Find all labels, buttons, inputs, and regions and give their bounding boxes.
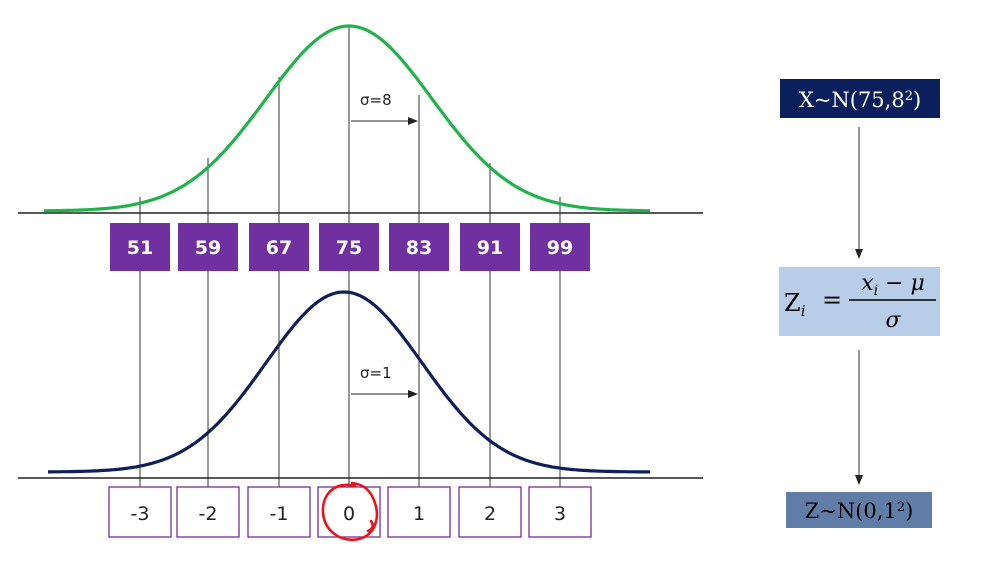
flow-top-box: X~N(75,82) bbox=[780, 79, 940, 118]
svg-text:xi − μ: xi − μ bbox=[861, 271, 925, 299]
flow-mid-equals: = bbox=[822, 286, 842, 314]
flow-bottom-box: Z~N(0,12) bbox=[786, 492, 932, 528]
top-value-box bbox=[178, 223, 238, 271]
bottom-value-label: 0 bbox=[343, 503, 355, 525]
bottom-value-label: -3 bbox=[131, 503, 150, 525]
bottom-normal-curve bbox=[48, 290, 650, 474]
flow-bottom-suffix: ) bbox=[905, 499, 913, 523]
flow-top-exponent: 2 bbox=[905, 89, 913, 104]
flow-top-prefix: X~N(75,8 bbox=[799, 88, 905, 112]
bottom-value-box bbox=[387, 486, 451, 538]
svg-text:Z~N(0,12): Z~N(0,12) bbox=[805, 499, 914, 523]
flow-mid-lhs: Z bbox=[784, 289, 801, 317]
svg-text:Zi: Zi bbox=[784, 289, 806, 320]
flow-bottom-exponent: 2 bbox=[897, 500, 905, 515]
top-value-label: 99 bbox=[547, 237, 573, 259]
top-value-label: 59 bbox=[195, 237, 221, 259]
bottom-sigma-label: σ=1 bbox=[360, 364, 392, 382]
flow-top-suffix: ) bbox=[913, 88, 921, 112]
bottom-value-label: 2 bbox=[484, 503, 496, 525]
top-value-label: 91 bbox=[477, 237, 503, 259]
bottom-value-box bbox=[176, 486, 240, 538]
bottom-value-box bbox=[108, 486, 172, 538]
bottom-value-box bbox=[458, 486, 522, 538]
top-value-box bbox=[389, 223, 449, 271]
bottom-value-label: -1 bbox=[270, 503, 289, 525]
top-normal-curve bbox=[44, 24, 650, 213]
top-value-label: 75 bbox=[336, 237, 362, 259]
top-value-box bbox=[110, 223, 170, 271]
flow-mid-num-sub: i bbox=[874, 283, 878, 299]
top-value-box bbox=[460, 223, 520, 271]
top-value-boxes: 51 59 67 75 83 91 99 bbox=[110, 223, 590, 271]
top-value-label: 51 bbox=[127, 237, 153, 259]
top-value-box bbox=[249, 223, 309, 271]
bottom-value-label: -2 bbox=[199, 503, 218, 525]
flow-mid-num-var: x bbox=[861, 271, 874, 296]
top-value-label: 83 bbox=[406, 237, 432, 259]
flow-mid-den: σ bbox=[885, 308, 901, 333]
top-value-box bbox=[530, 223, 590, 271]
bottom-value-boxes: -3 -2 -1 0 1 2 3 bbox=[108, 486, 592, 538]
highlight-circle bbox=[321, 481, 379, 542]
bottom-value-box bbox=[247, 486, 311, 538]
top-value-label: 67 bbox=[266, 237, 292, 259]
flow-mid-lhs-sub: i bbox=[801, 302, 806, 320]
flow-mid-num-rest: − μ bbox=[878, 271, 925, 296]
flow-middle-box: Zi = xi − μ σ bbox=[779, 267, 940, 336]
top-value-box bbox=[319, 223, 379, 271]
top-sigma-label: σ=8 bbox=[360, 91, 392, 109]
bottom-value-label: 1 bbox=[413, 503, 425, 525]
bottom-value-box bbox=[528, 486, 592, 538]
flow-bottom-prefix: Z~N(0,1 bbox=[805, 499, 897, 523]
svg-text:X~N(75,82): X~N(75,82) bbox=[799, 88, 921, 112]
bottom-value-label: 3 bbox=[554, 503, 566, 525]
